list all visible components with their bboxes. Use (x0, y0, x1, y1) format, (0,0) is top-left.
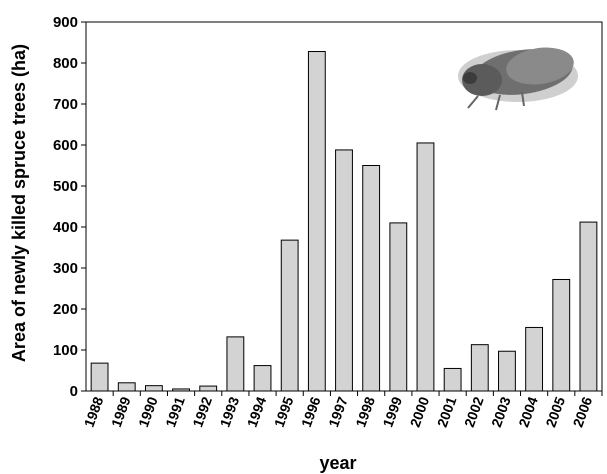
y-axis-ticks: 0 100 200 300 400 500 600 700 800 900 (53, 14, 86, 400)
bar-1994 (253, 365, 272, 392)
x-tick-label: 1993 (216, 394, 242, 429)
plot-frame (85, 21, 603, 392)
bar-2003 (498, 350, 516, 392)
bar-2006 (579, 221, 598, 392)
bar-2000 (416, 142, 435, 392)
x-tick-label: 2000 (407, 394, 433, 429)
bar-1999 (389, 222, 408, 392)
bar-1990 (144, 385, 163, 392)
y-tick-label: 200 (53, 301, 78, 318)
x-tick-label: 1988 (81, 394, 107, 429)
bars-group (90, 51, 598, 392)
bar-1989 (117, 382, 136, 392)
x-tick-label: 1996 (298, 394, 324, 429)
y-tick-label: 0 (70, 383, 78, 400)
x-tick-label: 1990 (135, 394, 161, 429)
bar-2002 (470, 344, 489, 392)
bar-1995 (280, 239, 299, 392)
x-tick-label: 1992 (189, 394, 215, 429)
y-tick-label: 700 (53, 96, 78, 113)
x-tick-label: 2005 (542, 394, 568, 429)
x-tick-label: 2001 (434, 394, 460, 429)
bar-1997 (335, 149, 353, 392)
y-tick-label: 500 (53, 178, 78, 195)
bar-1992 (199, 385, 218, 392)
x-tick-label: 2006 (570, 394, 596, 429)
y-tick-label: 100 (53, 342, 78, 359)
x-tick-label: 1994 (244, 394, 270, 429)
bar-1998 (362, 165, 381, 392)
x-axis-ticks: 1988 1989 1990 1991 1992 1993 1994 1995 1996 1997… (81, 391, 603, 429)
y-tick-label: 900 (53, 14, 78, 31)
bar-2004 (525, 326, 544, 392)
bar-1996 (307, 51, 326, 392)
x-tick-label: 1989 (108, 394, 134, 429)
bar-2005 (552, 278, 571, 392)
bar-1993 (226, 336, 245, 392)
bar-1988 (90, 362, 109, 392)
x-tick-label: 2002 (461, 394, 487, 429)
x-tick-label: 1997 (325, 394, 351, 429)
x-axis-label: year (319, 453, 356, 473)
x-tick-label: 1998 (352, 394, 378, 429)
bark-beetle-icon (458, 47, 578, 111)
x-tick-label: 1999 (379, 394, 405, 429)
x-tick-label: 2004 (515, 394, 541, 429)
bar-2001 (443, 367, 462, 392)
y-axis-label: Area of newly killed spruce trees (ha) (9, 44, 29, 362)
x-tick-label: 1991 (162, 394, 188, 429)
y-tick-label: 600 (53, 137, 78, 154)
x-tick-label: 2003 (488, 394, 514, 429)
y-tick-label: 300 (53, 260, 78, 277)
x-tick-label: 1995 (271, 394, 297, 429)
y-tick-label: 400 (53, 219, 78, 236)
y-tick-label: 800 (53, 55, 78, 72)
